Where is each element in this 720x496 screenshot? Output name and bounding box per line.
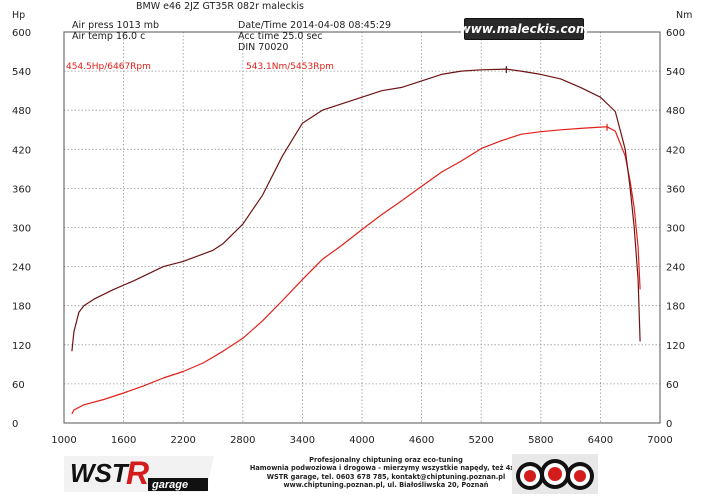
- hp-peak-label: 454.5Hp/6467Rpm: [66, 62, 151, 72]
- x-axis-ticks: 1000 1600 2200 2800 3400 4000 4600 5200 5800 6400…: [51, 435, 672, 446]
- gauges-logo: [512, 454, 598, 494]
- air-temp: Air temp 16.0 c: [72, 31, 146, 42]
- series-layer: [71, 66, 641, 415]
- date-time: Date/Time 2014-04-08 08:45:29: [238, 20, 392, 31]
- left-tick-label: 540: [12, 67, 31, 78]
- site-logo-banner: www.maleckis.com: [460, 18, 588, 40]
- right-tick-label: 420: [666, 145, 685, 156]
- left-axis-ticks: 0 60 120 180 240 300 360 420 480 540 600: [12, 28, 31, 430]
- right-tick-label: 600: [666, 28, 685, 39]
- footer-bar: WST R garage Profesjonalny chiptuning or…: [56, 452, 668, 496]
- x-tick-label: 5800: [528, 435, 553, 446]
- right-axis-ticks: 0 60 120 180 240 300 360 420 480 540 600: [666, 28, 685, 430]
- svg-text:R: R: [126, 455, 149, 491]
- x-tick-label: 5200: [468, 435, 493, 446]
- left-tick-label: 240: [12, 263, 31, 274]
- left-tick-label: 360: [12, 184, 31, 195]
- x-tick-label: 3400: [290, 435, 315, 446]
- nm-peak-label: 543.1Nm/5453Rpm: [246, 62, 334, 72]
- right-tick-label: 300: [666, 224, 685, 235]
- left-tick-label: 60: [12, 380, 25, 391]
- x-tick-label: 1000: [51, 435, 76, 446]
- right-tick-label: 120: [666, 341, 685, 352]
- x-tick-label: 4600: [409, 435, 434, 446]
- wstr-garage-logo: WST R garage: [64, 455, 214, 492]
- left-tick-label: 300: [12, 224, 31, 235]
- left-tick-label: 420: [12, 145, 31, 156]
- right-tick-label: 480: [666, 106, 685, 117]
- x-tick-label: 6400: [588, 435, 613, 446]
- hp-curve: [71, 126, 641, 415]
- x-tick-label: 4000: [349, 435, 374, 446]
- plot-frame: [63, 31, 661, 424]
- chart-title: BMW e46 2JZ GT35R 082r maleckis: [136, 1, 304, 12]
- x-tick-label: 2800: [230, 435, 255, 446]
- x-tick-label: 2200: [170, 435, 195, 446]
- svg-text:garage: garage: [151, 479, 188, 491]
- x-tick-label: 1600: [111, 435, 136, 446]
- left-axis-unit: Hp: [12, 10, 26, 21]
- grid-lines: [63, 31, 661, 424]
- right-tick-label: 540: [666, 67, 685, 78]
- footer-contact-text: Profesjonalny chiptuning oraz eco-tuning…: [249, 456, 523, 490]
- svg-text:WST: WST: [70, 458, 130, 488]
- left-tick-label: 180: [12, 302, 31, 313]
- right-tick-label: 180: [666, 302, 685, 313]
- left-tick-label: 0: [12, 419, 18, 430]
- right-tick-label: 60: [666, 380, 679, 391]
- left-tick-label: 480: [12, 106, 31, 117]
- air-press: Air press 1013 mb: [72, 20, 160, 31]
- right-axis-unit: Nm: [676, 10, 693, 21]
- right-tick-label: 0: [666, 419, 672, 430]
- left-tick-label: 120: [12, 341, 31, 352]
- left-tick-label: 600: [12, 28, 31, 39]
- torque-curve: [71, 68, 641, 352]
- x-tick-label: 7000: [647, 435, 672, 446]
- acc-time: Acc time 25.0 sec: [238, 31, 323, 42]
- right-tick-label: 240: [666, 263, 685, 274]
- din-standard: DIN 70020: [238, 42, 289, 53]
- right-tick-label: 360: [666, 184, 685, 195]
